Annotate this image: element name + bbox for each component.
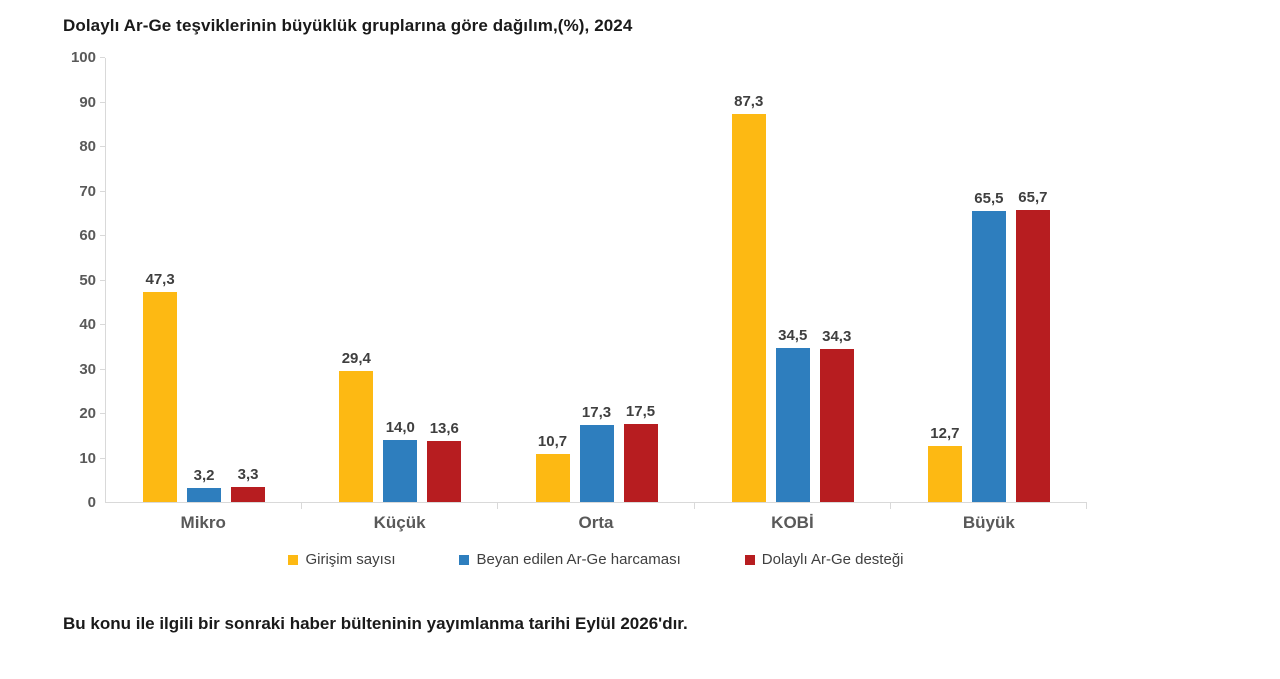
x-axis-tick (889, 502, 891, 509)
y-axis-tick (100, 368, 105, 370)
legend-label: Beyan edilen Ar-Ge harcaması (476, 551, 681, 568)
y-axis-tick (100, 146, 105, 147)
bar-group: 10,7 17,3 17,5 (498, 58, 694, 502)
y-axis-label: 10 (79, 449, 96, 467)
plot-area: 47,3 3,2 3,3 29,4 14,0 13,6 10,7 17,3 17,5 87,3 34… (105, 58, 1087, 509)
bar-value-label: 10,7 (537, 433, 568, 451)
bar-value-label: 87,3 (734, 92, 764, 110)
y-axis: 0 10 20 30 40 50 60 70 80 90 100 (63, 50, 105, 510)
bar-value-label: 3,3 (237, 466, 259, 484)
bar-value-label: 65,5 (974, 189, 1004, 207)
y-axis-label: 80 (79, 138, 96, 155)
y-axis-label: 70 (79, 182, 96, 200)
y-axis-tick (100, 457, 105, 459)
y-axis-label: 0 (87, 494, 96, 511)
bar-value-label: 17,3 (581, 404, 612, 422)
x-axis-label: Küçük (373, 513, 426, 532)
footer-note: Bu konu ile ilgili bir sonraki haber bül… (63, 614, 688, 633)
x-axis-tick (497, 502, 499, 509)
bar-value-label: 12,7 (930, 424, 960, 442)
y-axis-tick (100, 324, 105, 325)
bar: 65,5 (971, 191, 1006, 502)
legend-item: Beyan edilen Ar-Ge harcaması (459, 551, 681, 568)
y-axis-label: 40 (79, 316, 96, 333)
legend-swatch (459, 554, 470, 565)
x-axis-tick (1086, 502, 1087, 509)
y-axis-tick (100, 235, 105, 236)
bar: 3,3 (231, 467, 266, 502)
bar: 10,7 (535, 434, 570, 502)
x-axis-tick (693, 502, 695, 509)
legend-item: Girişim sayısı (288, 551, 395, 568)
legend-label: Girişim sayısı (305, 551, 396, 568)
y-axis-tick (100, 57, 105, 58)
x-axis-labels: Mikro Küçük Orta KOBİ Büyük (105, 513, 1087, 533)
bar: 65,7 (1015, 190, 1050, 502)
x-axis-tick (301, 502, 303, 509)
bar: 87,3 (731, 94, 766, 502)
page: Dolaylı Ar-Ge teşviklerinin büyüklük gru… (63, 16, 1280, 633)
y-axis-label: 100 (70, 49, 96, 66)
y-axis-tick (100, 279, 105, 281)
bar: 34,3 (819, 329, 854, 502)
bar: 12,7 (927, 426, 962, 502)
bar-value-label: 14,0 (385, 418, 415, 436)
bar-value-label: 3,2 (193, 466, 215, 484)
bar: 17,3 (579, 405, 614, 502)
bar-value-label: 13,6 (429, 420, 459, 438)
bar-value-label: 34,3 (822, 328, 852, 346)
y-axis-label: 90 (79, 93, 96, 111)
x-axis-label: KOBİ (771, 513, 814, 532)
chart-title: Dolaylı Ar-Ge teşviklerinin büyüklük gru… (63, 16, 633, 35)
x-axis-label: Orta (578, 513, 614, 532)
legend-item: Dolaylı Ar-Ge desteği (744, 551, 904, 568)
bar-group: 47,3 3,2 3,3 (106, 58, 302, 502)
bar: 47,3 (143, 272, 178, 502)
bar-group: 29,4 14,0 13,6 (302, 58, 498, 502)
y-axis-tick (100, 190, 105, 192)
bar-value-label: 34,5 (778, 327, 808, 345)
bar: 13,6 (427, 421, 462, 502)
bar: 34,5 (775, 328, 810, 502)
bar-group: 87,3 34,5 34,3 (695, 58, 891, 502)
bar: 3,2 (187, 468, 222, 502)
chart-area: 0 10 20 30 40 50 60 70 80 90 100 47,3 3,2 3,3 29,4 14,… (63, 50, 1280, 510)
bar-group: 12,7 65,5 65,7 (891, 58, 1087, 502)
y-axis-label: 30 (79, 360, 96, 378)
y-axis-label: 20 (79, 405, 96, 422)
chart-legend: Girişim sayısı Beyan edilen Ar-Ge harcama… (105, 551, 1087, 568)
bar-value-label: 65,7 (1018, 188, 1048, 206)
y-axis-label: 50 (79, 271, 96, 289)
bar: 17,5 (623, 404, 658, 502)
y-axis-tick (100, 101, 105, 103)
legend-swatch (744, 554, 755, 565)
x-axis-label: Mikro (180, 513, 226, 532)
bar: 29,4 (339, 351, 374, 502)
legend-swatch (288, 554, 299, 565)
legend-label: Dolaylı Ar-Ge desteği (761, 551, 904, 568)
bar-value-label: 17,5 (625, 403, 656, 421)
bar-value-label: 29,4 (341, 350, 371, 368)
x-axis-label: Büyük (962, 513, 1015, 532)
bar-value-label: 47,3 (145, 270, 175, 288)
y-axis-label: 60 (79, 227, 96, 244)
y-axis-tick (100, 413, 105, 414)
bar: 14,0 (383, 420, 418, 502)
